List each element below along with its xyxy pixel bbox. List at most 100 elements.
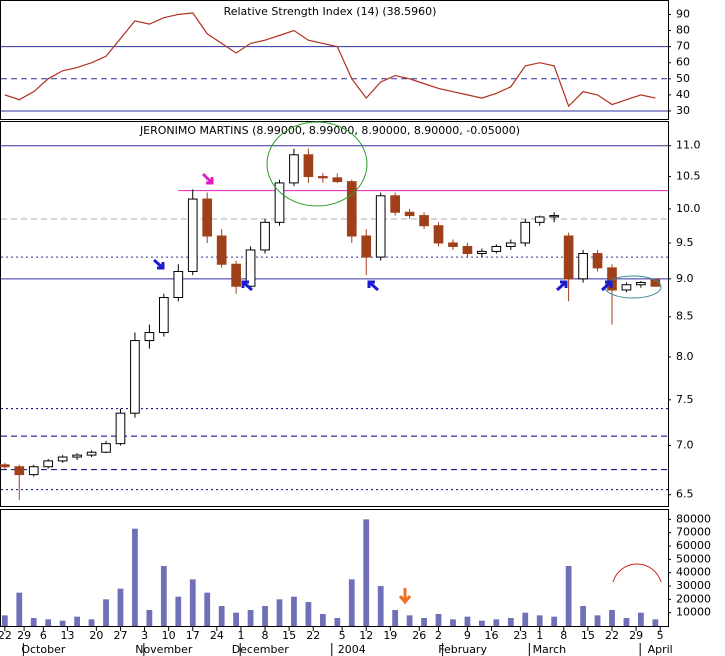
- candle-body: [332, 177, 343, 183]
- volume-bar: [204, 592, 211, 626]
- x-tick-label: 27: [113, 629, 127, 642]
- candle-body: [534, 216, 545, 223]
- volume-bar: [623, 618, 630, 626]
- x-tick-label: 23: [513, 629, 527, 642]
- y-tick-label: 80: [676, 24, 690, 37]
- candle-body: [14, 466, 25, 476]
- month-label: February: [438, 643, 487, 656]
- volume-bar: [305, 602, 312, 626]
- y-tick-label: 11.0: [676, 139, 701, 152]
- volume-bar: [392, 610, 399, 626]
- volume-bar: [16, 592, 23, 626]
- x-tick-label: 17: [186, 629, 200, 642]
- x-tick-label: 1: [237, 629, 244, 642]
- y-tick-label: 80000: [676, 512, 711, 525]
- y-tick-label: 90: [676, 7, 690, 20]
- volume-frame: [0, 509, 669, 627]
- month-label: March: [533, 643, 567, 656]
- x-tick-label: 3: [141, 629, 148, 642]
- candle-body: [448, 242, 458, 247]
- candle-body: [144, 332, 155, 342]
- y-tick-label: 70000: [676, 526, 711, 539]
- x-tick-label: 22: [605, 629, 619, 642]
- x-tick-label: 8: [262, 629, 269, 642]
- x-tick-label: 12: [359, 629, 373, 642]
- candle-body: [318, 176, 328, 179]
- x-tick-label: 5: [657, 629, 664, 642]
- y-tick-label: 8.0: [676, 350, 694, 363]
- x-tick-label: 24: [210, 629, 224, 642]
- panel-title: JERONIMO MARTINS (8.99000, 8.99000, 8.90…: [139, 124, 520, 137]
- y-tick-label: 9.0: [676, 272, 694, 285]
- arrow: [367, 280, 379, 292]
- x-tick-label: 5: [339, 629, 346, 642]
- volume-bar: [638, 612, 644, 626]
- x-tick-label: 1: [536, 629, 543, 642]
- volume-bar: [88, 619, 95, 626]
- x-tick-label: 29: [17, 629, 31, 642]
- volume-bar: [580, 606, 586, 626]
- rsi-frame: [0, 0, 669, 120]
- x-tick-label: 15: [581, 629, 595, 642]
- volume-bar: [117, 588, 124, 626]
- volume-bar: [218, 606, 225, 626]
- x-tick-label: 26: [412, 629, 426, 642]
- volume-bar: [478, 620, 485, 626]
- green-ellipse: [266, 121, 368, 207]
- candle-body: [563, 235, 574, 280]
- candle-body: [346, 181, 357, 237]
- y-tick-label: 40: [676, 88, 690, 101]
- x-tick-label: 15: [282, 629, 296, 642]
- candle-body: [173, 270, 184, 299]
- candle-body: [216, 235, 227, 265]
- y-tick-label: 7.5: [676, 393, 694, 406]
- volume-bar: [59, 620, 66, 626]
- plot: Relative Strength Index (14) (38.5960) 30…: [0, 5, 711, 656]
- panel-title: Relative Strength Index (14) (38.5960): [224, 5, 437, 18]
- volume-bar: [421, 618, 427, 626]
- rsi-line: [4, 12, 656, 108]
- volume-bar: [189, 579, 196, 626]
- y-tick-label: 30: [676, 104, 690, 117]
- candle-body: [231, 263, 241, 287]
- volume-bar: [160, 566, 167, 626]
- candle-body: [390, 195, 400, 213]
- candle-body: [28, 466, 39, 476]
- y-tick-label: 70: [676, 40, 690, 53]
- candle-body: [202, 198, 213, 237]
- x-tick-label: 16: [485, 629, 499, 642]
- volume-bar: [146, 610, 153, 626]
- annotations: [153, 121, 662, 605]
- price-frame: [0, 121, 669, 507]
- volume-bar: [132, 528, 138, 626]
- x-tick-label: 20: [89, 629, 103, 642]
- volume-bar: [30, 618, 37, 626]
- volume-bar: [609, 610, 615, 626]
- y-tick-label: 10000: [676, 606, 711, 619]
- candle-body: [43, 460, 54, 468]
- y-tick-label: 6.5: [676, 488, 694, 501]
- volume-bar: [276, 599, 283, 626]
- volume-bar: [536, 615, 543, 626]
- x-tick-label: 13: [60, 629, 74, 642]
- candle-body: [187, 198, 198, 272]
- x-tick-label: 29: [629, 629, 643, 642]
- y-tick-label: 20000: [676, 592, 711, 605]
- y-tick-label: 10.5: [676, 170, 701, 183]
- candle-body: [592, 253, 603, 269]
- y-tick-label: 8.5: [676, 310, 694, 323]
- candle-body: [375, 195, 386, 258]
- candle-body: [549, 215, 560, 218]
- y-tick-label: 10.0: [676, 202, 701, 215]
- volume-bar: [652, 619, 659, 626]
- month-label: 2004: [338, 643, 366, 656]
- volume-bar: [493, 619, 500, 626]
- x-tick-label: 8: [560, 629, 567, 642]
- volume-bar: [464, 616, 471, 626]
- volume-bar: [507, 618, 514, 626]
- volume-bar: [594, 615, 601, 626]
- volume-bar: [565, 566, 572, 626]
- arrow: [398, 588, 412, 605]
- candle-body: [289, 154, 299, 184]
